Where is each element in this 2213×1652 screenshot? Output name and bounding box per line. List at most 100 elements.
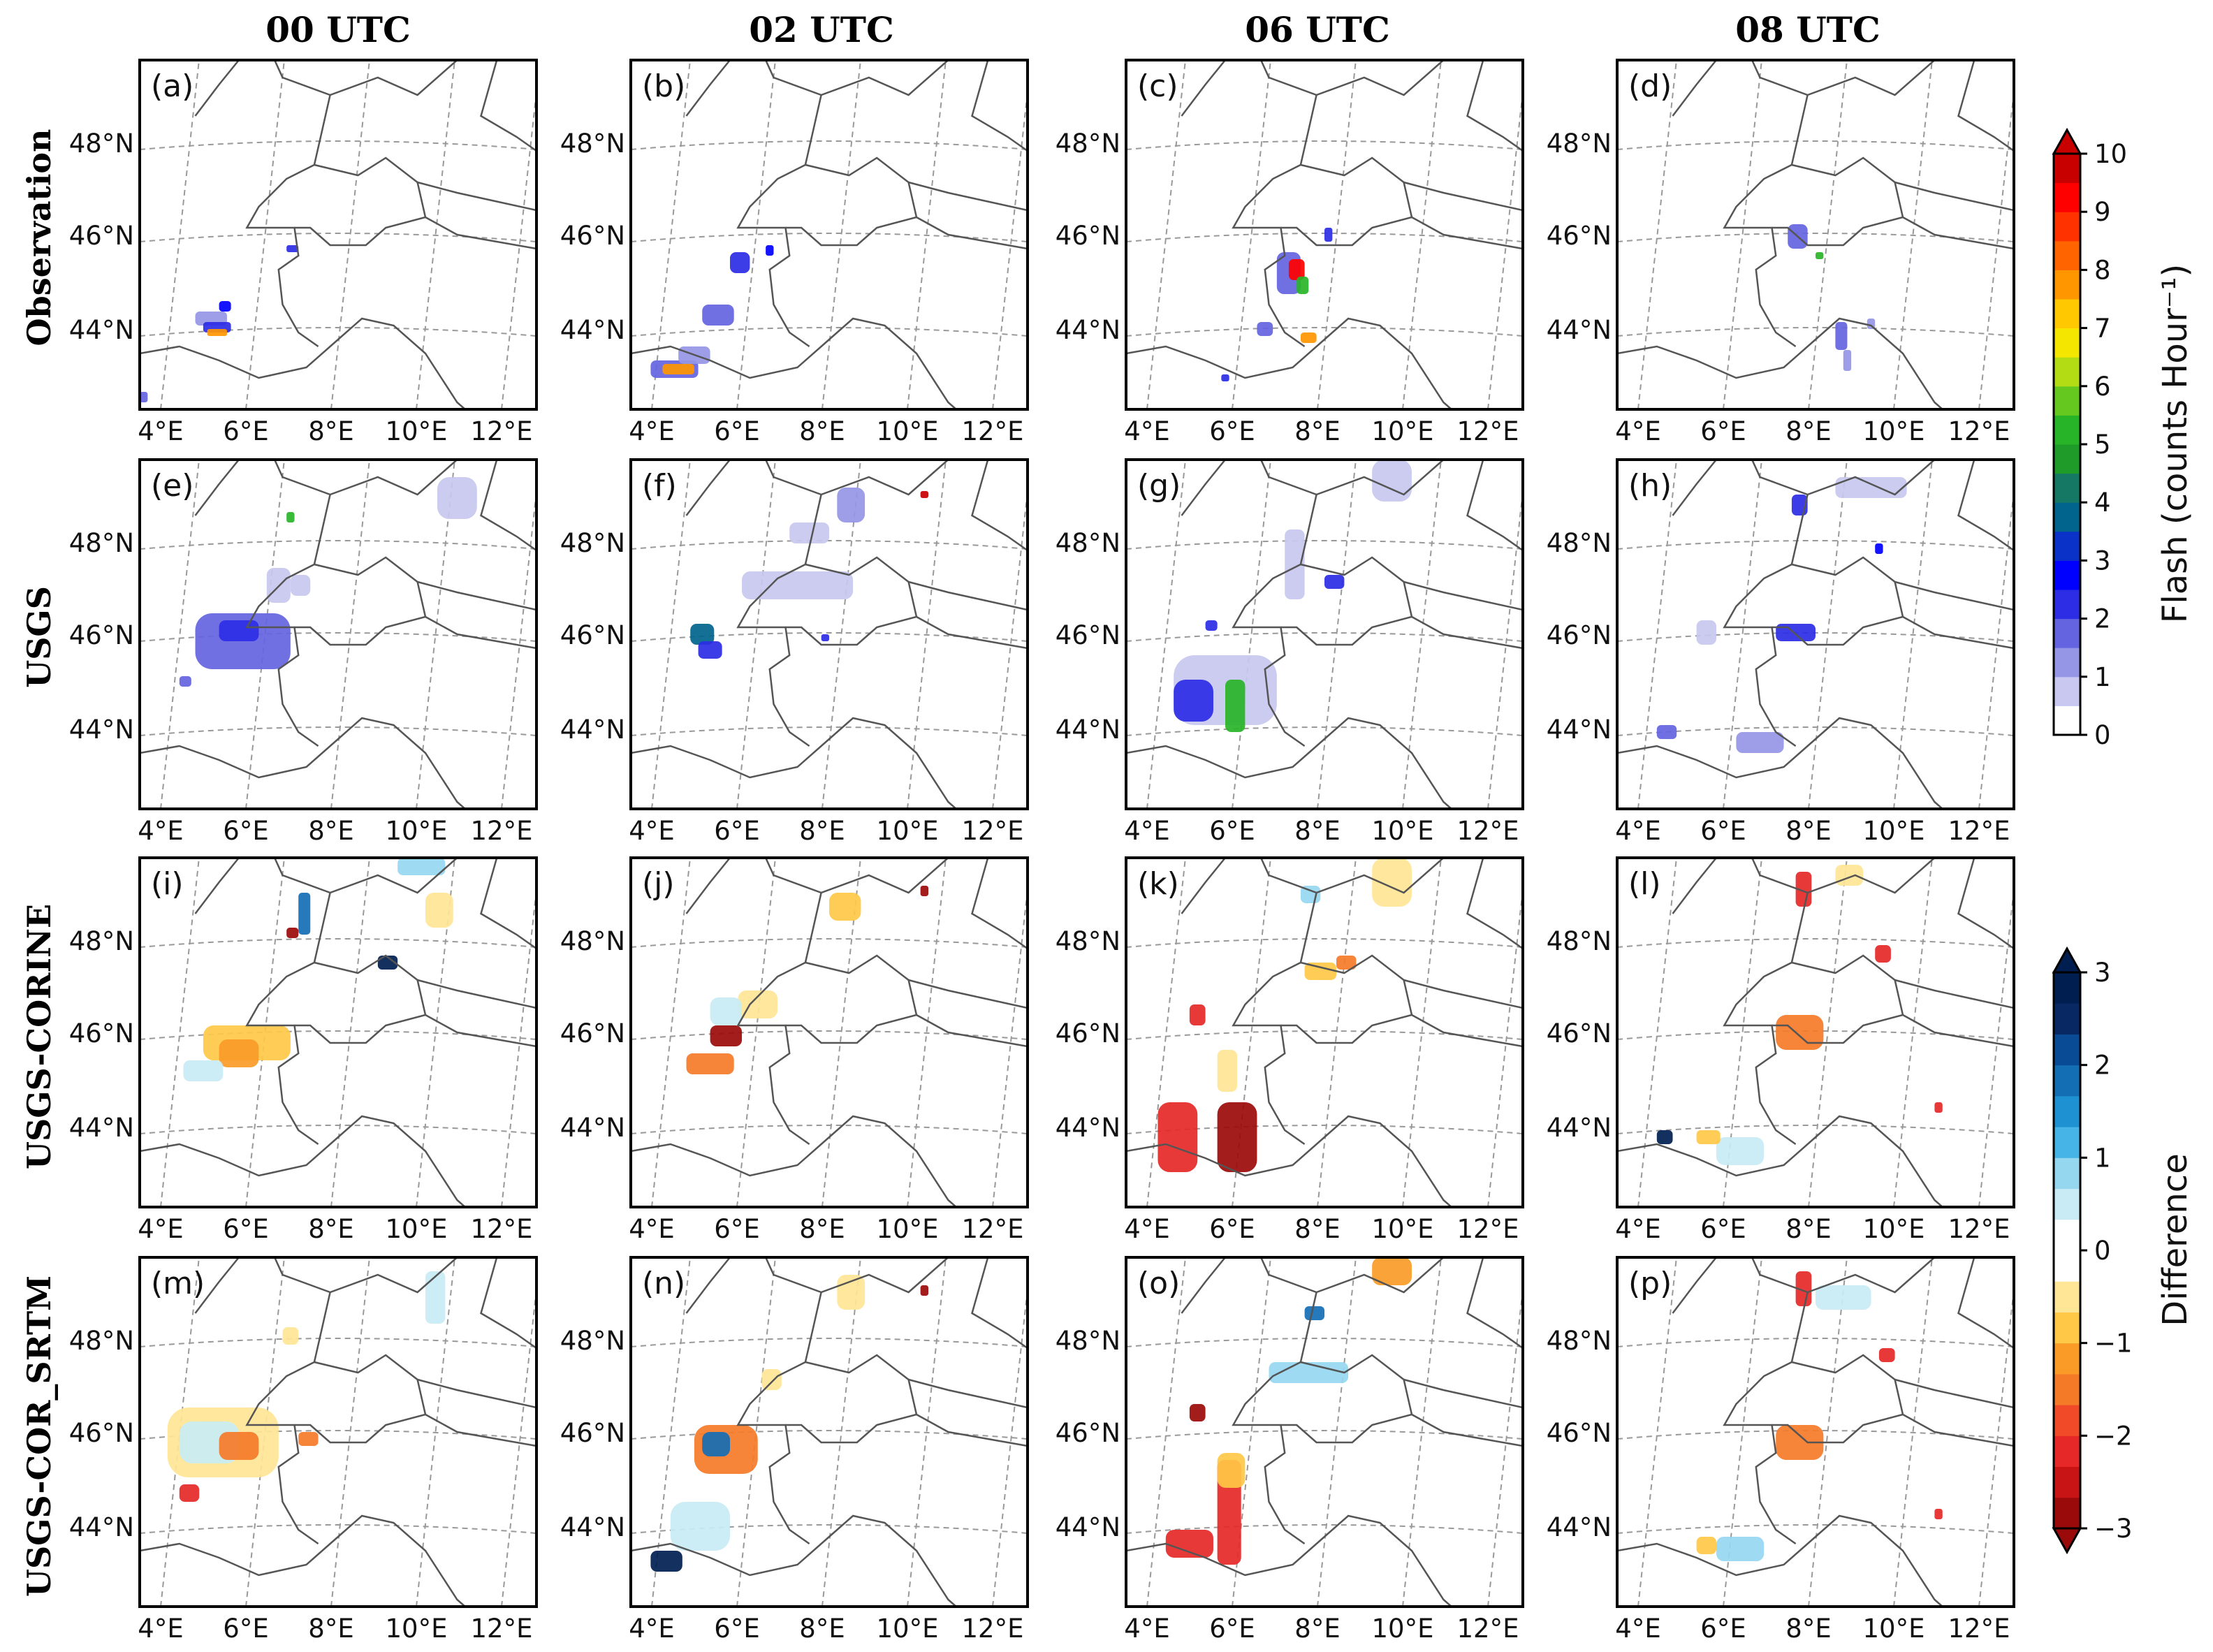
lat-tick-label: 48°N <box>69 1326 134 1356</box>
graticule <box>631 60 1028 409</box>
lat-tick-label: 48°N <box>1056 528 1120 558</box>
colorbar-tick-label: 3 <box>2094 958 2111 988</box>
colorbar-segment <box>2054 212 2080 242</box>
lon-tick-label: 6°E <box>1700 1214 1746 1244</box>
data-patch <box>1776 1425 1824 1460</box>
colorbar-segment <box>2054 240 2080 270</box>
lon-tick-label: 6°E <box>1700 816 1746 846</box>
colorbar-segment <box>2054 618 2080 648</box>
country-borders <box>1617 1257 2014 1607</box>
lon-tick-label: 8°E <box>1294 816 1340 846</box>
colorbar-segment <box>2054 182 2080 212</box>
lon-tick-label: 10°E <box>1863 816 1925 846</box>
graticule <box>140 858 536 1207</box>
data-patch <box>1304 1306 1324 1320</box>
lon-tick-label: 8°E <box>1785 1214 1831 1244</box>
data-patch <box>1843 350 1852 371</box>
lat-tick-label: 46°N <box>560 1418 625 1448</box>
colorbar-segment <box>2054 502 2080 532</box>
colorbar-segment <box>2054 1312 2080 1344</box>
lon-tick-label: 8°E <box>308 416 353 446</box>
row-title-observation: Observation <box>20 129 58 346</box>
colorbar-tick-label: 6 <box>2094 372 2111 402</box>
lon-tick-label: 6°E <box>1700 1614 1746 1644</box>
colorbar-tick-label: 1 <box>2094 662 2111 692</box>
data-patch <box>698 641 722 659</box>
lat-tick-label: 44°N <box>1056 315 1120 345</box>
data-patch <box>1288 259 1305 280</box>
data-patch <box>1217 1453 1246 1488</box>
lon-tick-label: 10°E <box>1863 416 1925 446</box>
colorbar-segment <box>2054 444 2080 474</box>
lon-tick-label: 8°E <box>1785 416 1831 446</box>
data-patch <box>1696 620 1716 645</box>
lon-tick-label: 6°E <box>1700 416 1746 446</box>
data-patch <box>179 676 191 687</box>
data-patch <box>920 491 928 498</box>
lon-tick-label: 8°E <box>799 816 845 846</box>
colorbar-segment <box>2054 1435 2080 1468</box>
lon-tick-label: 12°E <box>1948 816 2010 846</box>
panel-label: (k) <box>1137 866 1179 902</box>
lon-tick-label: 4°E <box>1615 1214 1660 1244</box>
lat-tick-label: 44°N <box>1547 1512 1612 1542</box>
panel-label: (d) <box>1628 68 1672 104</box>
data-patch <box>821 634 829 641</box>
colorbar-segment <box>2054 590 2080 620</box>
map-frame <box>629 458 1029 810</box>
data-patch <box>920 1285 928 1296</box>
data-patch <box>690 624 715 645</box>
lon-tick-label: 6°E <box>714 416 759 446</box>
colorbar-tick-label: 1 <box>2094 1143 2111 1173</box>
data-patch <box>1736 732 1784 753</box>
map-panel: (o) 4°E 6°E 8°E 10°E 12°E 44°N 46°N 48°N <box>1056 1256 1524 1644</box>
data-patch <box>1165 1530 1213 1558</box>
data-patch <box>219 620 259 641</box>
panel-label: (b) <box>642 68 685 104</box>
data-patch <box>761 1369 782 1390</box>
data-patch <box>1696 1537 1716 1554</box>
graticule <box>140 60 536 409</box>
data-patch <box>670 1502 730 1551</box>
lon-tick-label: 12°E <box>962 816 1024 846</box>
lat-tick-label: 44°N <box>1547 715 1612 745</box>
lon-tick-label: 4°E <box>629 1614 674 1644</box>
lon-tick-label: 10°E <box>386 1614 448 1644</box>
lon-tick-label: 4°E <box>1124 1614 1169 1644</box>
lat-tick-label: 48°N <box>69 926 134 956</box>
country-borders <box>631 858 1028 1207</box>
graticule <box>1617 60 2014 409</box>
data-patch <box>1189 1004 1206 1025</box>
map-background <box>140 60 536 409</box>
lon-tick-label: 8°E <box>799 1614 845 1644</box>
column-titles: 00 UTC 02 UTC 06 UTC 08 UTC <box>265 9 1880 50</box>
map-frame <box>1616 1256 2015 1608</box>
colorbar-segment <box>2054 1065 2080 1097</box>
lon-tick-label: 8°E <box>1294 1214 1340 1244</box>
map-frame <box>138 458 538 810</box>
colorbar-flash: 0 1 2 3 4 5 6 7 8 9 10 <box>2052 127 2127 750</box>
lon-tick-label: 6°E <box>223 816 268 846</box>
colorbar-segment <box>2054 299 2080 329</box>
data-patch <box>1656 1130 1673 1144</box>
lat-tick-label: 46°N <box>1547 221 1612 251</box>
lon-tick-label: 6°E <box>714 816 759 846</box>
data-patch <box>702 1432 730 1456</box>
colorbar-segment <box>2054 1003 2080 1035</box>
colorbar-segment <box>2054 676 2080 706</box>
data-patch <box>738 991 778 1018</box>
lon-tick-label: 6°E <box>223 1214 268 1244</box>
colorbar-segment <box>2054 357 2080 387</box>
data-patch <box>742 571 854 599</box>
data-patch <box>298 893 311 935</box>
lat-tick-label: 44°N <box>560 1512 625 1542</box>
column-title-00utc: 00 UTC <box>265 9 411 50</box>
data-patch <box>377 956 398 970</box>
panel-label: (o) <box>1137 1266 1180 1301</box>
lon-tick-label: 8°E <box>308 816 353 846</box>
colorbar-tick-label: 2 <box>2094 604 2111 634</box>
lat-tick-label: 46°N <box>560 221 625 251</box>
map-panel: (i) 4°E 6°E 8°E 10°E 12°E 44°N 46°N 48°N <box>69 856 538 1244</box>
country-borders <box>1617 460 2014 809</box>
graticule <box>631 460 1028 809</box>
